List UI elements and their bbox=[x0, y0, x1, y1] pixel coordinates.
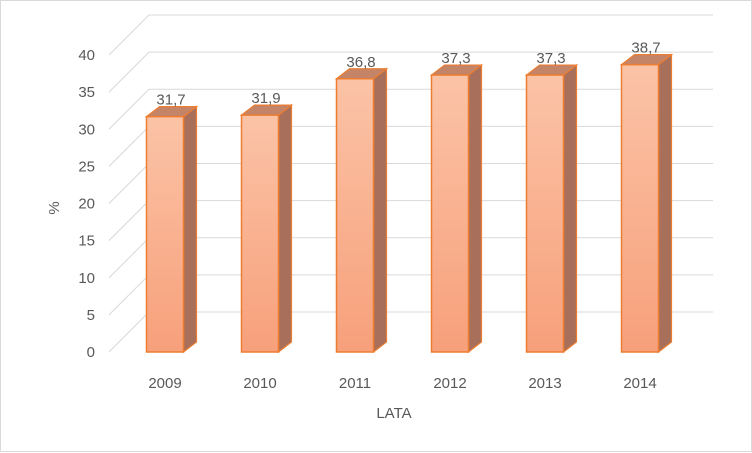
gridline-diagonal bbox=[108, 14, 150, 56]
data-label: 31,7 bbox=[156, 92, 185, 109]
x-tick-label: 2009 bbox=[148, 375, 181, 392]
y-axis-title: % bbox=[46, 201, 63, 214]
y-tick-label: 10 bbox=[78, 270, 95, 287]
x-tick-label: 2011 bbox=[339, 375, 371, 392]
gridline-diagonal bbox=[108, 126, 150, 167]
y-tick-label: 30 bbox=[78, 121, 95, 138]
bar bbox=[144, 105, 199, 354]
bar-front bbox=[430, 74, 470, 353]
bar bbox=[619, 53, 674, 354]
bar-front bbox=[240, 114, 280, 353]
bar-side bbox=[277, 103, 293, 354]
bar bbox=[239, 103, 294, 354]
bar-front bbox=[620, 63, 660, 353]
data-label: 37,3 bbox=[441, 50, 470, 67]
y-tick-label: 40 bbox=[78, 47, 95, 64]
data-label: 38,7 bbox=[631, 40, 660, 57]
gridline-diagonal bbox=[108, 88, 150, 130]
bar-side bbox=[182, 105, 198, 354]
bar bbox=[429, 63, 484, 354]
bar-front bbox=[525, 74, 565, 353]
x-tick-label: 2010 bbox=[243, 375, 276, 392]
bar-side bbox=[562, 63, 578, 354]
bar bbox=[524, 63, 579, 354]
y-tick-label: 0 bbox=[87, 344, 95, 361]
data-labels: 31,7 31,9 36,8 37,3 37,3 38,7 bbox=[156, 40, 660, 109]
y-tick-label: 20 bbox=[78, 196, 95, 213]
bars bbox=[144, 53, 674, 354]
x-axis-ticks: 2009 2010 2011 2012 2013 2014 bbox=[148, 375, 656, 392]
data-label: 36,8 bbox=[346, 54, 375, 71]
bar-side bbox=[467, 63, 483, 354]
x-axis-title: LATA bbox=[376, 405, 411, 422]
gridline-diagonal bbox=[108, 163, 150, 204]
data-label: 31,9 bbox=[251, 90, 280, 107]
bar-side bbox=[372, 67, 388, 354]
bar-front bbox=[335, 78, 375, 353]
gridline-diagonal bbox=[108, 311, 150, 353]
x-tick-label: 2013 bbox=[528, 375, 561, 392]
bar bbox=[334, 67, 389, 354]
x-tick-label: 2014 bbox=[623, 375, 656, 392]
y-axis-ticks: 0 5 10 15 20 25 30 35 40 bbox=[78, 47, 95, 361]
x-tick-label: 2012 bbox=[433, 375, 466, 392]
gridline-diagonal bbox=[108, 200, 150, 241]
data-label: 37,3 bbox=[536, 50, 565, 67]
y-tick-label: 5 bbox=[87, 307, 95, 324]
y-tick-label: 15 bbox=[78, 233, 95, 250]
gridline-diagonal bbox=[108, 237, 150, 279]
y-tick-label: 35 bbox=[78, 84, 95, 101]
y-tick-label: 25 bbox=[78, 158, 95, 175]
gridline-diagonal bbox=[108, 274, 150, 316]
bar-front bbox=[145, 115, 185, 353]
gridline-diagonal bbox=[108, 51, 150, 93]
bar-side bbox=[657, 53, 673, 354]
